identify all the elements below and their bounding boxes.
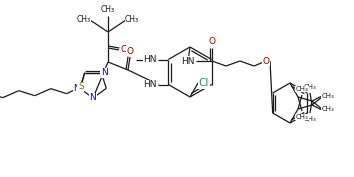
Text: O: O: [263, 56, 269, 65]
Text: CH₃: CH₃: [322, 106, 335, 112]
Text: CH₃: CH₃: [101, 5, 115, 15]
Text: CH₃: CH₃: [296, 114, 308, 120]
Text: S: S: [78, 82, 84, 91]
Text: O: O: [126, 47, 133, 56]
Text: Cl: Cl: [199, 78, 209, 88]
Text: N: N: [73, 84, 80, 93]
Text: CH₃: CH₃: [322, 93, 335, 99]
Text: HN: HN: [181, 56, 195, 65]
Text: HN: HN: [144, 80, 157, 89]
Text: CH₃: CH₃: [296, 86, 308, 92]
Text: O: O: [209, 38, 216, 47]
Text: N: N: [101, 68, 108, 77]
Text: HN: HN: [144, 55, 157, 64]
Text: CH₃: CH₃: [304, 116, 316, 122]
Text: CH₃: CH₃: [125, 16, 139, 24]
Text: CH₃: CH₃: [322, 107, 335, 113]
Text: CH₃: CH₃: [322, 94, 335, 100]
Text: CH₃: CH₃: [304, 84, 316, 90]
Text: N: N: [90, 93, 96, 102]
Text: CH₃: CH₃: [77, 16, 91, 24]
Text: O: O: [120, 45, 127, 55]
